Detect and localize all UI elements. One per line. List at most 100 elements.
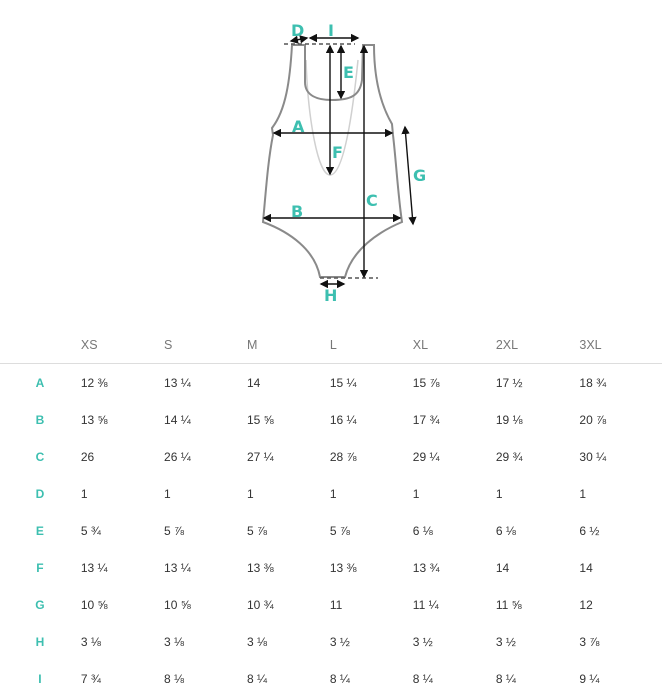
measurement-value: 15 ⅞ xyxy=(412,375,440,390)
measurement-value: 14 xyxy=(495,560,510,575)
measurement-value: 3 ½ xyxy=(412,634,433,649)
measurement-label: I xyxy=(38,671,42,686)
measurement-value: 13 ¼ xyxy=(164,375,191,390)
measurement-value: 5 ⅞ xyxy=(246,523,267,538)
measurement-value: 14 xyxy=(579,560,593,575)
table-row: E 5 ¾ 5 ⅞ 5 ⅞ 5 ⅞ 6 ⅛ 6 ⅛ 6 ½ xyxy=(0,512,662,549)
measurement-value: 13 ⅜ xyxy=(246,560,274,575)
measurement-value: 3 ⅛ xyxy=(246,634,267,649)
measurement-value: 17 ¾ xyxy=(412,412,440,427)
size-header: S xyxy=(164,337,173,352)
measurement-label: B xyxy=(35,412,45,427)
label-d: D xyxy=(291,21,304,40)
measurement-value: 3 ½ xyxy=(329,634,350,649)
measurement-value: 13 ¾ xyxy=(412,560,440,575)
measurement-value: 13 ¼ xyxy=(164,560,191,575)
measurement-value: 13 ⅜ xyxy=(329,560,357,575)
measurement-value: 8 ¼ xyxy=(246,671,267,686)
measurement-value: 29 ¾ xyxy=(495,449,523,464)
measurement-value: 14 ¼ xyxy=(164,412,191,427)
measurement-value: 17 ½ xyxy=(495,375,523,390)
measurement-value: 3 ⅛ xyxy=(164,634,185,649)
measurement-value: 5 ⅞ xyxy=(329,523,350,538)
table-row: D 1 1 1 1 1 1 1 xyxy=(0,475,662,512)
table-row: C 26 26 ¼ 27 ¼ 28 ⅞ 29 ¼ 29 ¾ 30 ¼ xyxy=(0,438,662,475)
measurement-value: 18 ¾ xyxy=(579,375,607,390)
measurement-value: 29 ¼ xyxy=(412,449,440,464)
label-c: C xyxy=(366,191,378,210)
measurement-value: 15 ¼ xyxy=(329,375,357,390)
measurement-value: 14 xyxy=(246,375,261,390)
label-b: B xyxy=(291,202,303,221)
arrow-g xyxy=(401,125,417,226)
size-header: L xyxy=(329,337,337,352)
measurement-value: 6 ⅛ xyxy=(412,523,433,538)
measurement-value: 26 xyxy=(80,449,95,464)
measurement-value: 26 ¼ xyxy=(164,449,191,464)
measurement-value: 12 xyxy=(579,597,593,612)
measurement-value: 19 ⅛ xyxy=(495,412,523,427)
measurement-value: 1 xyxy=(412,486,420,501)
measurement-value: 10 ¾ xyxy=(246,597,274,612)
measurement-value: 13 ⅝ xyxy=(80,412,108,427)
measurement-value: 3 ½ xyxy=(495,634,516,649)
measurement-value: 11 xyxy=(329,597,343,612)
size-header: 3XL xyxy=(579,337,602,352)
measurement-value: 20 ⅞ xyxy=(579,412,607,427)
measurement-value: 8 ⅛ xyxy=(164,671,185,686)
measurement-value: 3 ⅞ xyxy=(579,634,600,649)
arrow-d xyxy=(289,35,309,44)
measurement-value: 6 ½ xyxy=(579,523,600,538)
measurement-value: 1 xyxy=(246,486,254,501)
measurement-label: G xyxy=(35,597,45,612)
size-header: M xyxy=(246,337,258,352)
measurement-value: 7 ¾ xyxy=(80,671,101,686)
label-e: E xyxy=(343,63,354,82)
size-chart-table: XS S M L XL 2XL 3XL A 12 ⅜ 13 ¼ 14 15 ¼ 15 ⅞ 17 ½ 18 … xyxy=(0,326,662,697)
measurement-value: 1 xyxy=(495,486,503,501)
measurement-value: 16 ¼ xyxy=(329,412,357,427)
measurement-value: 5 ⅞ xyxy=(164,523,185,538)
measurement-value: 1 xyxy=(329,486,337,501)
measurement-label: A xyxy=(35,375,45,390)
measurement-label: H xyxy=(35,634,45,649)
label-i: I xyxy=(328,21,334,40)
measurement-value: 1 xyxy=(579,486,587,501)
measurement-value: 10 ⅝ xyxy=(80,597,108,612)
measurement-value: 5 ¾ xyxy=(80,523,101,538)
measurement-value: 8 ¼ xyxy=(329,671,350,686)
measurement-value: 28 ⅞ xyxy=(329,449,357,464)
measurement-value: 1 xyxy=(80,486,88,501)
measurement-value: 27 ¼ xyxy=(246,449,274,464)
table-row: A 12 ⅜ 13 ¼ 14 15 ¼ 15 ⅞ 17 ½ 18 ¾ xyxy=(0,364,662,402)
measurement-value: 3 ⅛ xyxy=(80,634,101,649)
table-row: F 13 ¼ 13 ¼ 13 ⅜ 13 ⅜ 13 ¾ 14 14 xyxy=(0,549,662,586)
size-header: XS xyxy=(80,337,98,352)
measurement-value: 30 ¼ xyxy=(579,449,607,464)
measurement-value: 11 ¼ xyxy=(412,597,439,612)
measurement-value: 13 ¼ xyxy=(80,560,108,575)
measurement-label: D xyxy=(35,486,45,501)
measurement-value: 12 ⅜ xyxy=(80,375,108,390)
size-header: 2XL xyxy=(495,337,519,352)
measurement-label: C xyxy=(35,449,45,464)
measurement-value: 1 xyxy=(164,486,171,501)
table-row: B 13 ⅝ 14 ¼ 15 ⅝ 16 ¼ 17 ¾ 19 ⅛ 20 ⅞ xyxy=(0,401,662,438)
measurement-value: 8 ¼ xyxy=(495,671,516,686)
label-h: H xyxy=(324,286,337,305)
table-row: H 3 ⅛ 3 ⅛ 3 ⅛ 3 ½ 3 ½ 3 ½ 3 ⅞ xyxy=(0,623,662,660)
measurement-value: 9 ¼ xyxy=(579,671,600,686)
table-row: G 10 ⅝ 10 ⅝ 10 ¾ 11 11 ¼ 11 ⅝ 12 xyxy=(0,586,662,623)
measurement-label: E xyxy=(35,523,44,538)
measurement-value: 6 ⅛ xyxy=(495,523,516,538)
measurement-value: 11 ⅝ xyxy=(495,597,522,612)
label-a: A xyxy=(292,117,305,136)
label-f: F xyxy=(332,143,343,162)
measurement-value: 8 ¼ xyxy=(412,671,433,686)
table-row: I 7 ¾ 8 ⅛ 8 ¼ 8 ¼ 8 ¼ 8 ¼ 9 ¼ xyxy=(0,660,662,697)
size-header: XL xyxy=(412,337,429,352)
measurement-value: 10 ⅝ xyxy=(164,597,191,612)
measurement-label: F xyxy=(36,560,44,575)
label-g: G xyxy=(413,166,426,185)
bodysuit-measurement-diagram: D I E A F G B C H xyxy=(261,21,426,305)
